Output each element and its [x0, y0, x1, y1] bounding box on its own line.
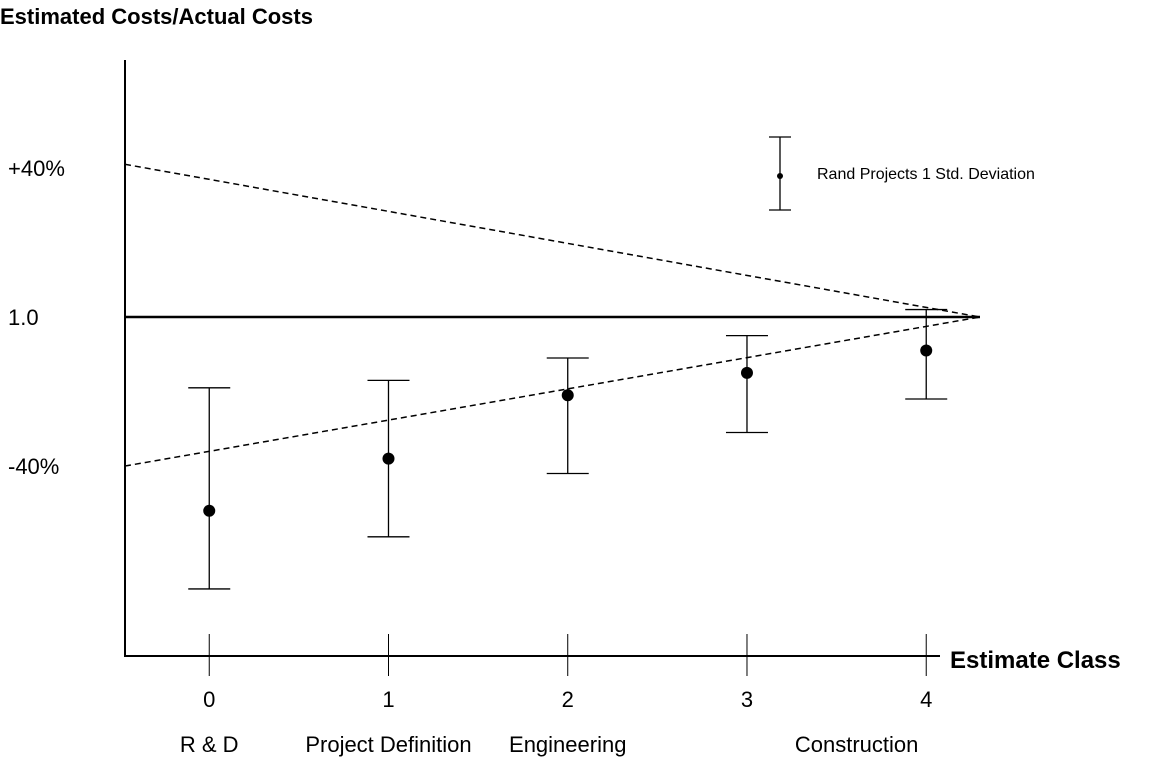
- chart-title: Estimated Costs/Actual Costs: [0, 4, 313, 29]
- tick-labels: 0 1 2 3 4 R & D Project Definition Engineering C…: [8, 156, 932, 757]
- x-tick-label: 3: [741, 687, 753, 712]
- x-tick-label: 0: [203, 687, 215, 712]
- legend-label: Rand Projects 1 Std. Deviation: [817, 166, 1035, 183]
- data-point: [920, 344, 933, 357]
- x-category-label: Construction: [795, 732, 919, 757]
- data-marks: [188, 308, 948, 590]
- x-tick-label: 1: [382, 687, 394, 712]
- x-category-label: Project Definition: [305, 732, 471, 757]
- y-tick-label: 1.0: [8, 305, 39, 330]
- x-category-label: R & D: [180, 732, 239, 757]
- envelope-upper-line: [124, 163, 981, 318]
- x-axis-title: Estimate Class: [950, 647, 1121, 674]
- legend-marker: [777, 173, 783, 179]
- data-point: [382, 452, 395, 465]
- y-tick-label: -40%: [8, 454, 59, 479]
- legend: Rand Projects 1 Std. Deviation: [769, 136, 1035, 211]
- reference-layer: [124, 163, 981, 467]
- x-tick-label: 4: [920, 687, 932, 712]
- data-point: [561, 389, 574, 402]
- x-tick-label: 2: [562, 687, 574, 712]
- data-point: [740, 366, 753, 379]
- y-tick-label: +40%: [8, 156, 65, 181]
- x-category-label: Engineering: [509, 732, 626, 757]
- data-point: [203, 504, 216, 517]
- envelope-lower-line: [124, 316, 981, 467]
- axes: [124, 60, 940, 676]
